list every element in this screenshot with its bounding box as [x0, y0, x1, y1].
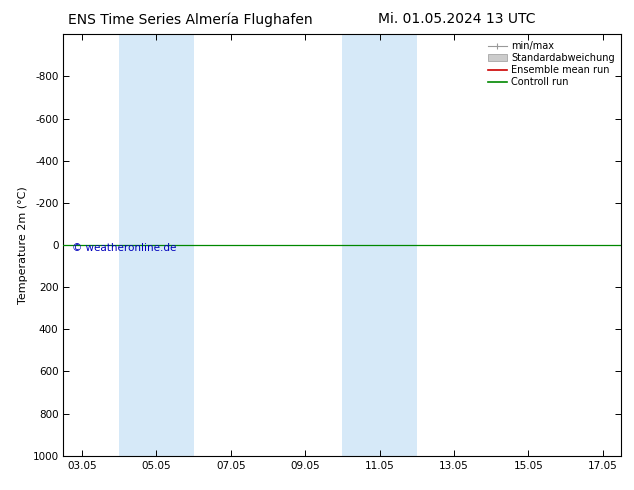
Text: ENS Time Series Almería Flughafen: ENS Time Series Almería Flughafen	[68, 12, 313, 27]
Y-axis label: Temperature 2m (°C): Temperature 2m (°C)	[18, 186, 29, 304]
Bar	[119, 34, 193, 456]
Bar	[342, 34, 417, 456]
Legend: min/max, Standardabweichung, Ensemble mean run, Controll run: min/max, Standardabweichung, Ensemble me…	[486, 39, 616, 89]
Text: Mi. 01.05.2024 13 UTC: Mi. 01.05.2024 13 UTC	[378, 12, 535, 26]
Text: © weatheronline.de: © weatheronline.de	[72, 243, 176, 253]
